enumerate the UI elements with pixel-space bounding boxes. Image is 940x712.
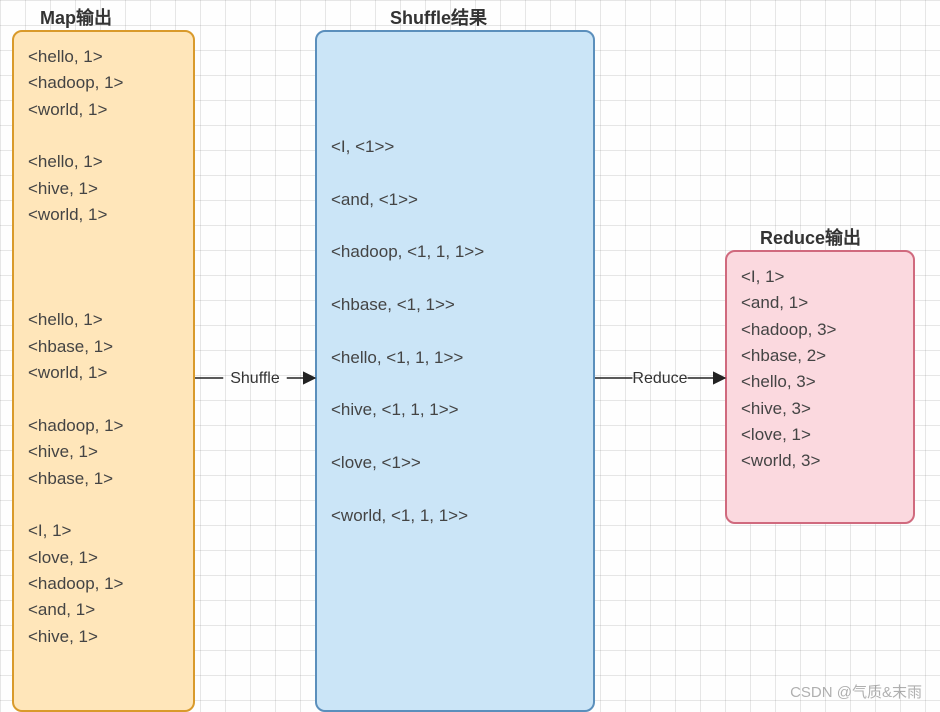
shuffle-line: <hello, <1, 1, 1>>: [331, 345, 579, 371]
reduce-output-box: <I, 1><and, 1><hadoop, 3><hbase, 2><hell…: [725, 250, 915, 524]
map-line: <world, 1>: [28, 360, 179, 386]
map-line: <hello, 1>: [28, 44, 179, 70]
shuffle-gap: [331, 213, 579, 239]
shuffle-result-lines: <I, <1>> <and, <1>> <hadoop, <1, 1, 1>> …: [331, 44, 579, 529]
shuffle-line: <hadoop, <1, 1, 1>>: [331, 239, 579, 265]
shuffle-gap: [331, 371, 579, 397]
map-line: [28, 255, 179, 281]
map-line: <I, 1>: [28, 518, 179, 544]
reduce-line: <hadoop, 3>: [741, 317, 899, 343]
shuffle-line: <I, <1>>: [331, 134, 579, 160]
reduce-line: <hbase, 2>: [741, 343, 899, 369]
map-line: <hbase, 1>: [28, 334, 179, 360]
shuffle-line: <hive, <1, 1, 1>>: [331, 397, 579, 423]
shuffle-arrow: Shuffle: [195, 370, 315, 387]
shuffle-gap: [331, 318, 579, 344]
diagram-stage: Map输出 Shuffle结果 Reduce输出 <hello, 1><hado…: [0, 0, 940, 712]
map-line: <and, 1>: [28, 597, 179, 623]
shuffle-gap: [331, 424, 579, 450]
map-group-gap: [28, 123, 179, 149]
map-line: <hive, 1>: [28, 176, 179, 202]
map-group-gap: [28, 281, 179, 307]
map-group-gap: [28, 228, 179, 254]
map-line: <hadoop, 1>: [28, 70, 179, 96]
map-line: <world, 1>: [28, 202, 179, 228]
svg-text:Shuffle: Shuffle: [230, 370, 280, 387]
reduce-line: <world, 3>: [741, 448, 899, 474]
reduce-line: <I, 1>: [741, 264, 899, 290]
watermark: CSDN @气质&末雨: [790, 681, 922, 702]
map-group-gap: [28, 386, 179, 412]
map-line: <hive, 1>: [28, 439, 179, 465]
map-output-box: <hello, 1><hadoop, 1><world, 1> <hello, …: [12, 30, 195, 712]
map-output-lines: <hello, 1><hadoop, 1><world, 1> <hello, …: [28, 44, 179, 650]
map-line: <hive, 1>: [28, 624, 179, 650]
shuffle-result-box: <I, <1>> <and, <1>> <hadoop, <1, 1, 1>> …: [315, 30, 595, 712]
shuffle-gap: [331, 266, 579, 292]
shuffle-line: <hbase, <1, 1>>: [331, 292, 579, 318]
map-line: <hadoop, 1>: [28, 413, 179, 439]
reduce-title: Reduce输出: [760, 224, 861, 250]
shuffle-line: <love, <1>>: [331, 450, 579, 476]
reduce-arrow: Reduce: [595, 370, 725, 387]
map-line: <hello, 1>: [28, 149, 179, 175]
map-line: <hello, 1>: [28, 307, 179, 333]
shuffle-gap: [331, 160, 579, 186]
map-line: <love, 1>: [28, 545, 179, 571]
reduce-line: <hello, 3>: [741, 369, 899, 395]
map-title: Map输出: [40, 4, 112, 30]
shuffle-title: Shuffle结果: [390, 4, 487, 30]
reduce-line: <and, 1>: [741, 290, 899, 316]
map-line: <hadoop, 1>: [28, 571, 179, 597]
shuffle-line: <world, <1, 1, 1>>: [331, 503, 579, 529]
reduce-line: <hive, 3>: [741, 396, 899, 422]
map-group-gap: [28, 492, 179, 518]
shuffle-line: <and, <1>>: [331, 187, 579, 213]
map-line: <hbase, 1>: [28, 466, 179, 492]
shuffle-gap: [331, 476, 579, 502]
map-line: <world, 1>: [28, 97, 179, 123]
svg-text:Reduce: Reduce: [632, 370, 687, 387]
reduce-line: <love, 1>: [741, 422, 899, 448]
reduce-output-lines: <I, 1><and, 1><hadoop, 3><hbase, 2><hell…: [741, 264, 899, 475]
